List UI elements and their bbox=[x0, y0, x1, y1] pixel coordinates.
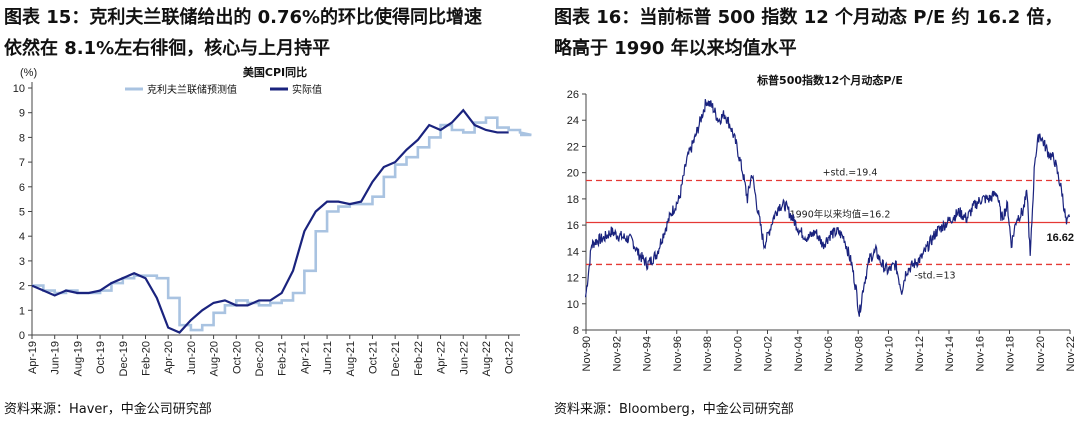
cpi-x-tick-label: Feb-21 bbox=[277, 341, 289, 376]
cpi-x-tick-label: Aug-20 bbox=[209, 341, 221, 376]
pe-x-tick-label: Nov-10 bbox=[884, 336, 896, 371]
cpi-x-tick-label: Dec-19 bbox=[118, 341, 130, 376]
right-title-line1: 图表 16：当前标普 500 指数 12 个月动态 P/E 约 16.2 倍， bbox=[554, 7, 1063, 28]
pe-x-tick-label: Nov-12 bbox=[914, 336, 926, 371]
cpi-x-tick-label: Apr-19 bbox=[27, 341, 39, 374]
cpi-y-tick-label: 8 bbox=[19, 132, 25, 144]
pe-chart: 标普500指数12个月动态P/E 8 10 12 14 16 18 20 22 24 26 Nov-9… bbox=[567, 73, 1077, 371]
cpi-x-tick-label: Oct-22 bbox=[504, 341, 516, 374]
left-title-line1: 图表 15：克利夫兰联储给出的 0.76%的环比使得同比增速 bbox=[4, 7, 483, 28]
pe-chart-title: 标普500指数12个月动态P/E bbox=[756, 73, 903, 87]
pe-y-tick-label: 14 bbox=[567, 246, 579, 258]
pe-x-tick-label: Nov-22 bbox=[1065, 336, 1077, 371]
cpi-x-tick-label: Jun-22 bbox=[458, 341, 470, 375]
pe-series-line bbox=[584, 98, 1071, 317]
cpi-x-tick-label: Jun-20 bbox=[186, 341, 198, 375]
pe-x-tick-label: Nov-96 bbox=[672, 336, 684, 371]
cpi-y-tick-label: 2 bbox=[19, 281, 25, 293]
pe-x-tick-label: Nov-16 bbox=[974, 336, 986, 371]
right-figure-title: 图表 16：当前标普 500 指数 12 个月动态 P/E 约 16.2 倍， … bbox=[554, 2, 1063, 64]
left-title-line2: 依然在 8.1%左右徘徊，核心与上月持平 bbox=[4, 38, 331, 59]
pe-last-value-label: 16.62 bbox=[1046, 232, 1074, 244]
pe-x-tick-label: Nov-92 bbox=[611, 336, 623, 371]
pe-minus-std-label: -std.=13 bbox=[914, 270, 955, 281]
cpi-legend-forecast-label: 克利夫兰联储预测值 bbox=[147, 83, 237, 96]
pe-x-tick-label: Nov-94 bbox=[642, 336, 654, 371]
pe-x-tick-label: Nov-06 bbox=[823, 336, 835, 371]
cpi-x-tick-label: Oct-20 bbox=[231, 341, 243, 374]
pe-y-tick-label: 10 bbox=[567, 299, 579, 311]
cpi-y-tick-label: 0 bbox=[19, 330, 25, 342]
pe-y-tick-label: 20 bbox=[567, 168, 579, 180]
cpi-chart: 美国CPI同比 (%) 0 1 2 3 4 5 6 7 8 9 10 Apr-19 Jun-19 Aug-19… bbox=[13, 65, 532, 376]
cpi-y-tick-label: 7 bbox=[19, 157, 25, 169]
cpi-forecast-series-line bbox=[32, 116, 532, 332]
cpi-x-tick-label: Aug-22 bbox=[481, 341, 493, 376]
pe-x-tick-label: Nov-08 bbox=[853, 336, 865, 371]
cpi-x-tick-label: Feb-22 bbox=[413, 341, 425, 376]
pe-y-tick-label: 8 bbox=[573, 325, 579, 337]
pe-y-tick-label: 18 bbox=[567, 194, 579, 206]
cpi-x-tick-label: Oct-21 bbox=[367, 341, 379, 374]
pe-x-tick-label: Nov-00 bbox=[732, 336, 744, 371]
pe-y-tick-label: 24 bbox=[567, 115, 579, 127]
pe-x-tick-label: Nov-20 bbox=[1035, 336, 1047, 371]
cpi-x-tick-label: Apr-20 bbox=[163, 341, 175, 374]
right-title-line2: 略高于 1990 年以来均值水平 bbox=[554, 38, 797, 59]
cpi-legend-actual-label: 实际值 bbox=[292, 83, 322, 96]
pe-y-tick-label: 16 bbox=[567, 220, 579, 232]
cpi-y-tick-label: 9 bbox=[19, 108, 25, 120]
cpi-y-tick-label: 10 bbox=[13, 83, 25, 95]
cpi-x-tick-label: Aug-21 bbox=[345, 341, 357, 376]
cpi-y-tick-label: 4 bbox=[19, 231, 25, 243]
pe-x-tick-label: Nov-04 bbox=[793, 336, 805, 371]
pe-x-tick-label: Nov-98 bbox=[702, 336, 714, 371]
pe-mean-label: 1990年以来均值=16.2 bbox=[790, 208, 891, 220]
cpi-y-tick-label: 6 bbox=[19, 182, 25, 194]
cpi-unit-label: (%) bbox=[20, 67, 37, 79]
pe-x-tick-label: Nov-02 bbox=[763, 336, 775, 371]
pe-x-tick-label: Nov-14 bbox=[944, 336, 956, 371]
cpi-actual-series-line bbox=[31, 108, 509, 334]
left-figure-panel: 图表 15：克利夫兰联储给出的 0.76%的环比使得同比增速 依然在 8.1%左… bbox=[0, 0, 532, 421]
pe-x-tick-label: Nov-18 bbox=[1005, 336, 1017, 371]
left-source-note: 资料来源：Haver，中金公司研究部 bbox=[4, 402, 212, 417]
right-source-note: 资料来源：Bloomberg，中金公司研究部 bbox=[554, 402, 794, 417]
pe-x-tick-label: Nov-90 bbox=[581, 336, 593, 371]
cpi-y-tick-label: 3 bbox=[19, 256, 25, 268]
pe-plus-std-label: +std.=19.4 bbox=[823, 168, 878, 179]
pe-y-tick-label: 22 bbox=[567, 141, 579, 153]
cpi-x-tick-label: Dec-20 bbox=[254, 341, 266, 376]
cpi-x-tick-label: Jun-21 bbox=[322, 341, 334, 375]
pe-y-tick-label: 26 bbox=[567, 89, 579, 101]
pe-y-tick-label: 12 bbox=[567, 273, 579, 285]
cpi-x-tick-label: Apr-21 bbox=[299, 341, 311, 374]
cpi-y-tick-label: 5 bbox=[19, 207, 25, 219]
cpi-x-tick-label: Aug-19 bbox=[72, 341, 84, 376]
cpi-x-tick-label: Jun-19 bbox=[50, 341, 62, 375]
cpi-chart-title: 美国CPI同比 bbox=[243, 65, 307, 79]
cpi-x-tick-label: Oct-19 bbox=[95, 341, 107, 374]
cpi-y-tick-label: 1 bbox=[19, 305, 25, 317]
cpi-x-tick-label: Feb-20 bbox=[140, 341, 152, 376]
cpi-x-tick-label: Dec-21 bbox=[390, 341, 402, 376]
left-figure-title: 图表 15：克利夫兰联储给出的 0.76%的环比使得同比增速 依然在 8.1%左… bbox=[4, 2, 482, 64]
right-figure-panel: 图表 16：当前标普 500 指数 12 个月动态 P/E 约 16.2 倍， … bbox=[550, 0, 1080, 421]
cpi-x-tick-label: Apr-22 bbox=[436, 341, 448, 374]
